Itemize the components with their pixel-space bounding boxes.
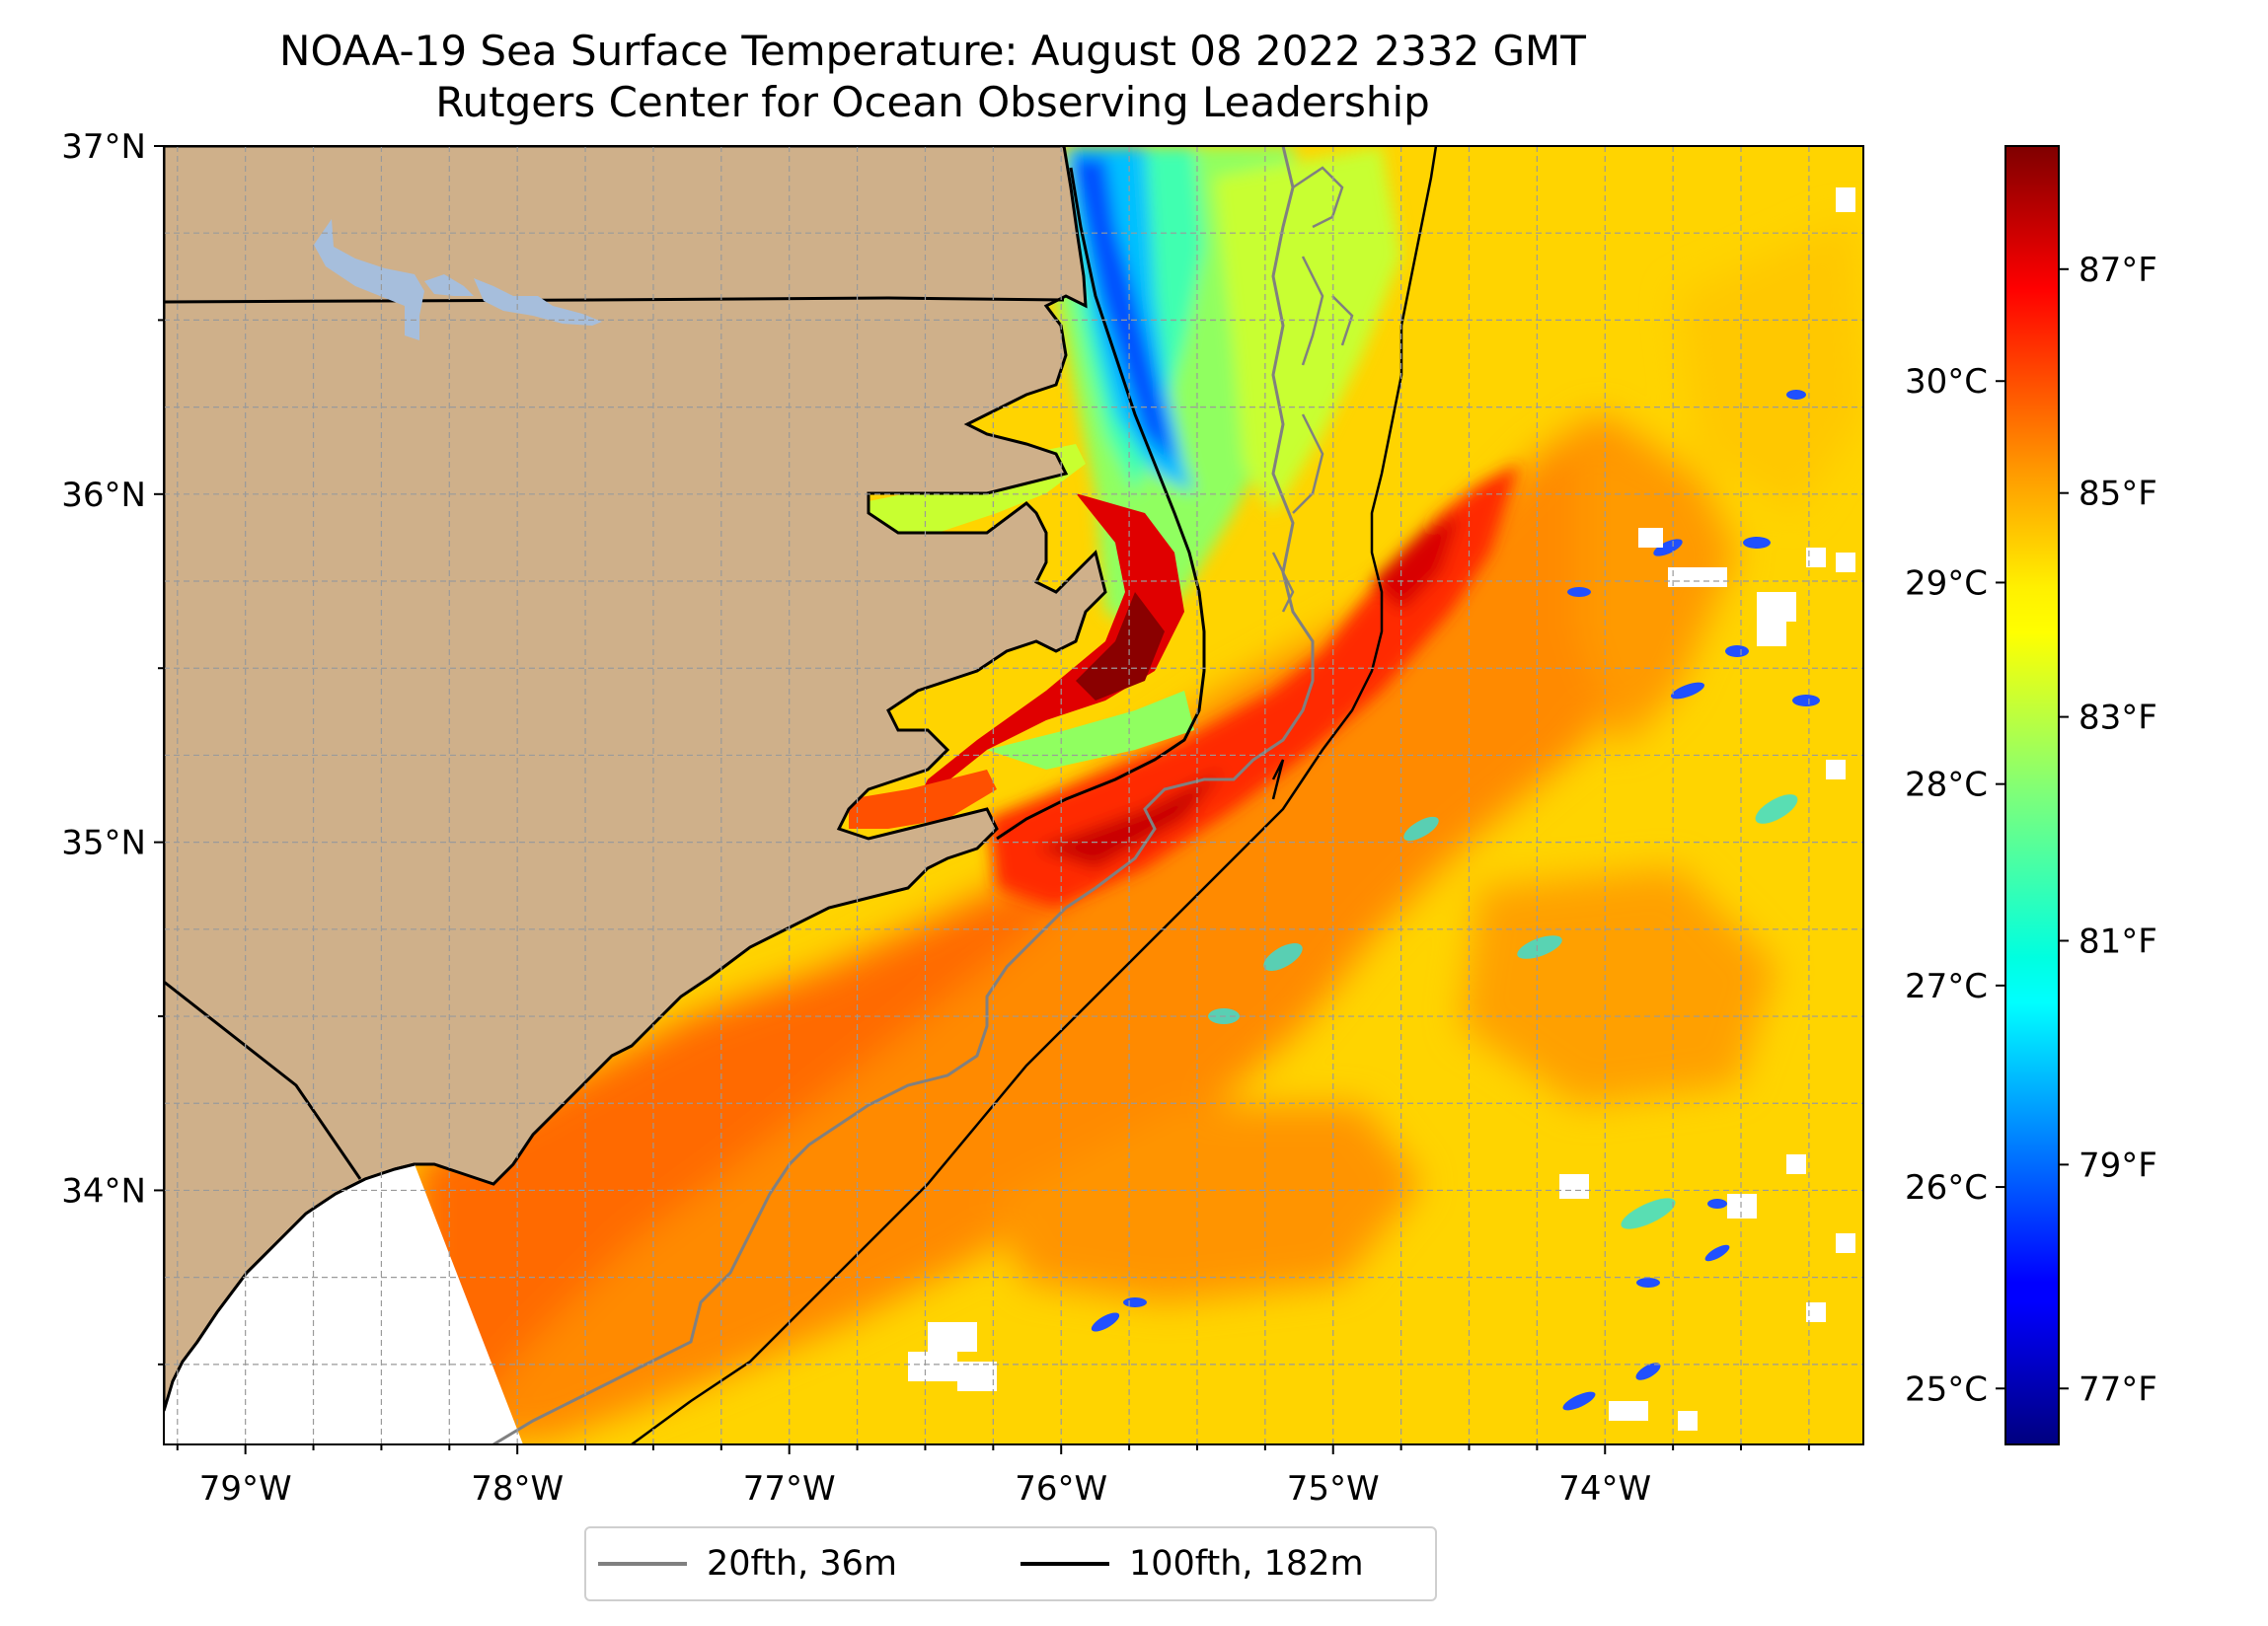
- legend-item-20fth: 20fth, 36m: [598, 1528, 897, 1599]
- cbar-celsius-label: 29°C: [1905, 563, 1988, 603]
- colorbar-frame: [2004, 145, 2060, 1445]
- cbar-celsius-label: 28°C: [1905, 766, 1988, 805]
- map-title: NOAA-19 Sea Surface Temperature: August …: [279, 27, 1586, 75]
- state-border-va-nc: [164, 296, 1065, 304]
- cbar-celsius-label: 30°C: [1905, 362, 1988, 402]
- colorbar-fahrenheit-axis: 87°F 85°F 83°F 81°F 79°F 77°F: [2059, 251, 2157, 1409]
- cbar-celsius-label: 26°C: [1905, 1168, 1988, 1208]
- legend-label-100fth: 100fth, 182m: [1129, 1544, 1364, 1584]
- lat-tick-label: 34°N: [61, 1171, 146, 1211]
- legend-swatch-100fth: [1021, 1562, 1109, 1566]
- lat-tick-label: 35°N: [61, 824, 146, 863]
- lon-tick-label: 76°W: [1015, 1469, 1107, 1509]
- lake-kerr: [314, 219, 602, 340]
- cbar-fahrenheit-label: 81°F: [2079, 922, 2157, 961]
- lat-tick-label: 36°N: [61, 476, 146, 515]
- cbar-fahrenheit-label: 77°F: [2079, 1369, 2157, 1409]
- legend-swatch-20fth: [598, 1562, 687, 1566]
- isobath-legend: 20fth, 36m 100fth, 182m: [584, 1526, 1437, 1601]
- isobath-20fth: [492, 146, 1315, 1444]
- outer-banks: [996, 167, 1206, 841]
- lon-tick-label: 74°W: [1558, 1469, 1651, 1509]
- legend-label-20fth: 20fth, 36m: [707, 1544, 898, 1584]
- no-data-region: [164, 1164, 523, 1444]
- lon-tick-label: 77°W: [743, 1469, 836, 1509]
- lon-tick-label: 78°W: [471, 1469, 564, 1509]
- lat-tick-label: 37°N: [61, 127, 146, 167]
- cbar-celsius-label: 27°C: [1905, 967, 1988, 1006]
- isobath-20fth-shoals: [1271, 166, 1354, 613]
- map-subtitle: Rutgers Center for Ocean Observing Leade…: [435, 78, 1430, 126]
- colorbar: 30°C 29°C 28°C 27°C 26°C 25°C 87°F 85°F 83°F 81°…: [1905, 145, 2157, 1445]
- lon-tick-label: 75°W: [1287, 1469, 1380, 1509]
- map-plot-area: [164, 146, 1863, 1444]
- map-frame: [163, 145, 1864, 1445]
- longitude-axis: 79°W 78°W 77°W 76°W 75°W 74°W: [176, 1444, 1810, 1509]
- cbar-fahrenheit-label: 79°F: [2079, 1146, 2157, 1185]
- gridlines: [164, 146, 1863, 1444]
- cbar-fahrenheit-label: 85°F: [2079, 475, 2157, 514]
- latitude-axis: 37°N 36°N 35°N 34°N: [61, 127, 164, 1366]
- cool-eddies: [1091, 390, 1820, 1411]
- coastline-sw: [164, 1162, 416, 1412]
- isobath-100fth-spur: [1271, 759, 1285, 800]
- colorbar-gradient: [2005, 146, 2059, 1444]
- land-mass: [164, 146, 1107, 1412]
- colorbar-celsius-axis: 30°C 29°C 28°C 27°C 26°C 25°C: [1905, 362, 2005, 1409]
- cbar-fahrenheit-label: 83°F: [2079, 699, 2157, 738]
- gulf-stream-band: [987, 464, 1520, 908]
- cloud-mask-patches: [908, 187, 1855, 1431]
- cbar-celsius-label: 25°C: [1905, 1369, 1988, 1409]
- cbar-fahrenheit-label: 87°F: [2079, 251, 2157, 290]
- lon-tick-label: 79°W: [199, 1469, 292, 1509]
- cyan-eddies: [1208, 794, 1798, 1229]
- legend-item-100fth: 100fth, 182m: [1021, 1528, 1364, 1599]
